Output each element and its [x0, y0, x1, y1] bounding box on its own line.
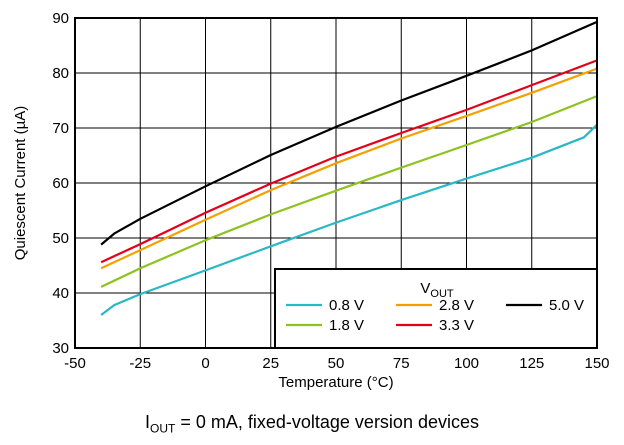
y-tick-label: 50 — [52, 230, 69, 247]
legend-title: VOUT — [420, 280, 454, 300]
caption-subscript: OUT — [150, 421, 176, 436]
legend-entry-label: 3.3 V — [439, 317, 474, 334]
x-axis-label: Temperature (°C) — [278, 374, 393, 391]
x-tick-label: 0 — [201, 355, 209, 372]
quiescent-current-chart: -50 -25 0 25 50 75 100 125 150 30 40 50 60 70 80 90 Tem… — [12, 10, 610, 391]
series-lines — [100, 20, 598, 316]
legend-entry-label: 2.8 V — [439, 297, 474, 314]
y-tick-label: 30 — [52, 340, 69, 357]
legend: VOUT 0.8 V 2.8 V 5.0 V 1.8 V 3.3 V — [274, 268, 598, 349]
legend-entry-label: 1.8 V — [329, 317, 364, 334]
legend-entry-label: 0.8 V — [329, 297, 364, 314]
x-tick-label: 25 — [262, 355, 279, 372]
y-tick-label: 80 — [52, 65, 69, 82]
caption-prefix: I — [144, 412, 150, 432]
y-axis-label: Quiescent Current (µA) — [12, 106, 29, 261]
x-tick-label: 125 — [519, 355, 544, 372]
x-tick-label: 150 — [584, 355, 609, 372]
x-tick-label: 75 — [393, 355, 410, 372]
y-tick-label: 90 — [52, 10, 69, 27]
tick-labels: -50 -25 0 25 50 75 100 125 150 30 40 50 60 70 80 90 — [52, 10, 609, 372]
series-line — [100, 123, 598, 316]
caption-text: = 0 mA, fixed-voltage version devices — [175, 412, 479, 432]
x-tick-label: 50 — [328, 355, 345, 372]
y-tick-label: 70 — [52, 120, 69, 137]
x-tick-label: -50 — [64, 355, 86, 372]
series-line — [100, 95, 598, 288]
legend-title-main: V — [420, 280, 430, 297]
figure-caption: IOUT = 0 mA, fixed-voltage version devic… — [0, 412, 624, 436]
x-tick-label: 100 — [454, 355, 479, 372]
legend-entry-label: 5.0 V — [549, 297, 584, 314]
legend-box — [274, 268, 598, 349]
y-tick-label: 40 — [52, 285, 69, 302]
x-tick-label: -25 — [129, 355, 151, 372]
series-line — [100, 20, 598, 246]
y-tick-label: 60 — [52, 175, 69, 192]
legend-title-sub: OUT — [430, 288, 454, 300]
series-line — [100, 67, 598, 270]
series-line — [100, 59, 598, 264]
